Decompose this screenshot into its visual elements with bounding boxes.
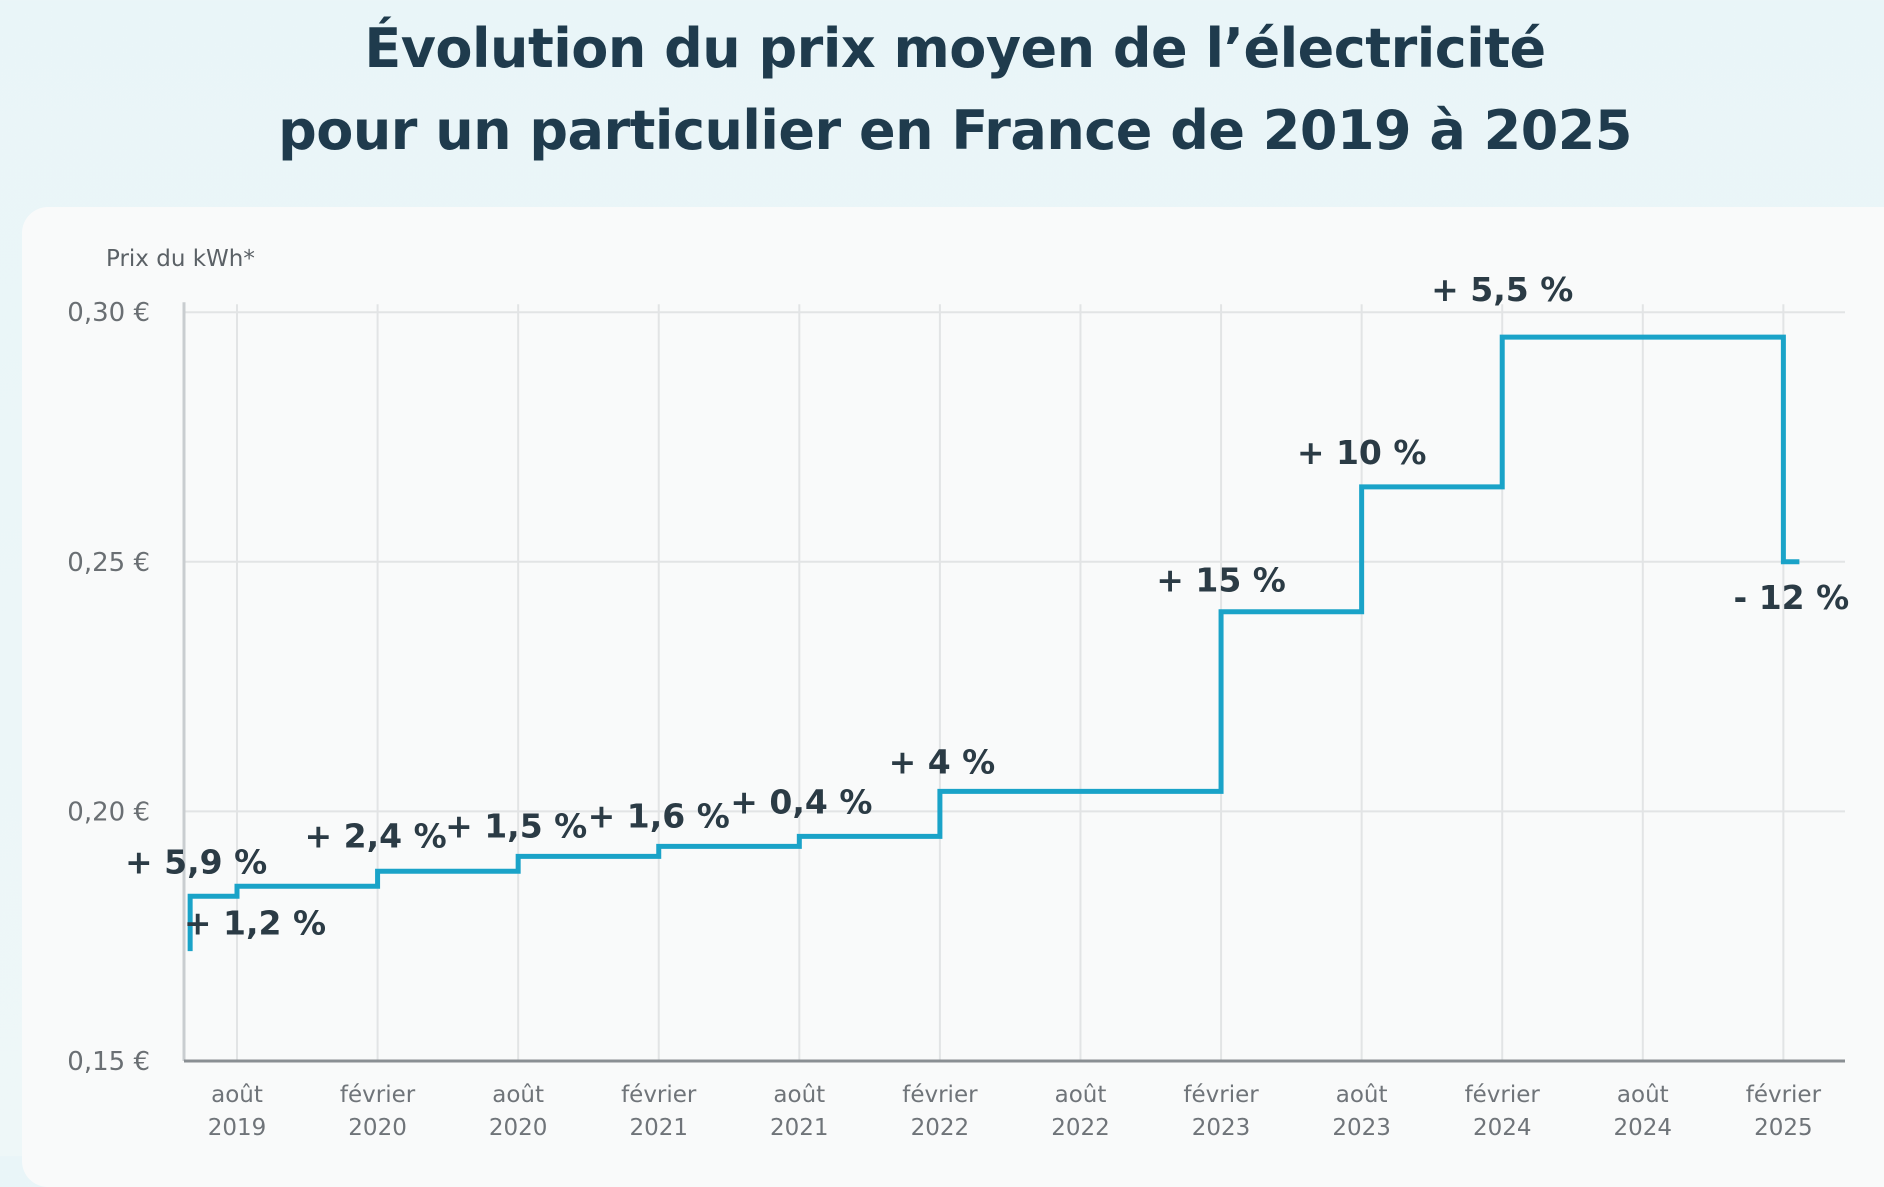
x-tick-label-month: août [492, 1082, 544, 1108]
x-tick-label-month: février [1183, 1082, 1259, 1108]
y-tick-label: 0,30 € [67, 298, 150, 328]
chart-card [22, 207, 1884, 1187]
x-tick-label-month: août [1617, 1082, 1669, 1108]
title-line-2: pour un particulier en France de 2019 à … [278, 99, 1632, 162]
x-tick-label-year: 2020 [489, 1115, 548, 1141]
x-tick-label-year: 2022 [911, 1115, 970, 1141]
step-chart: Prix du kWh* 0,15 € 0,20 € 0,25 € 0,30 € aoû… [67, 246, 1850, 1141]
x-tick-label-year: 2021 [770, 1115, 829, 1141]
step-change-label: + 4 % [889, 742, 996, 781]
step-change-label: + 5,9 % [125, 842, 267, 881]
step-change-label: + 5,5 % [1431, 270, 1573, 309]
x-tick-label-year: 2024 [1473, 1115, 1532, 1141]
step-change-label: - 12 % [1734, 578, 1850, 617]
y-tick-label: 0,15 € [67, 1047, 150, 1077]
step-change-label: + 1,6 % [588, 796, 730, 835]
x-tick-label-month: février [621, 1082, 697, 1108]
x-tick-label-month: février [1465, 1082, 1541, 1108]
x-tick-label-year: 2022 [1051, 1115, 1110, 1141]
x-tick-label-month: février [902, 1082, 978, 1108]
x-tick-label-month: février [340, 1082, 416, 1108]
x-tick-label-year: 2023 [1192, 1115, 1251, 1141]
x-tick-label-year: 2019 [208, 1115, 267, 1141]
step-change-label: + 10 % [1297, 433, 1427, 472]
x-tick-label-year: 2024 [1614, 1115, 1673, 1141]
title-line-1: Évolution du prix moyen de l’électricité [364, 17, 1546, 80]
x-tick-label-year: 2023 [1332, 1115, 1391, 1141]
step-change-label: + 1,2 % [184, 903, 326, 942]
price-step-line [187, 334, 1800, 952]
step-change-label: + 2,4 % [305, 816, 447, 855]
step-change-label: + 1,5 % [445, 806, 587, 845]
x-tick-label-month: février [1746, 1082, 1822, 1108]
step-change-label: + 15 % [1156, 561, 1286, 600]
y-tick-label: 0,25 € [67, 548, 150, 578]
y-axis-label: Prix du kWh* [106, 246, 255, 272]
x-tick-label-year: 2025 [1754, 1115, 1813, 1141]
x-tick-label-month: août [1336, 1082, 1388, 1108]
x-tick-label-year: 2020 [348, 1115, 407, 1141]
x-tick-label-month: août [773, 1082, 825, 1108]
x-tick-label-year: 2021 [629, 1115, 688, 1141]
chart-title: Évolution du prix moyen de l’électricité… [0, 8, 1884, 172]
y-tick-label: 0,20 € [67, 797, 150, 827]
step-change-label: + 0,4 % [730, 782, 872, 821]
x-tick-label-month: août [1055, 1082, 1107, 1108]
x-tick-label-month: août [211, 1082, 263, 1108]
